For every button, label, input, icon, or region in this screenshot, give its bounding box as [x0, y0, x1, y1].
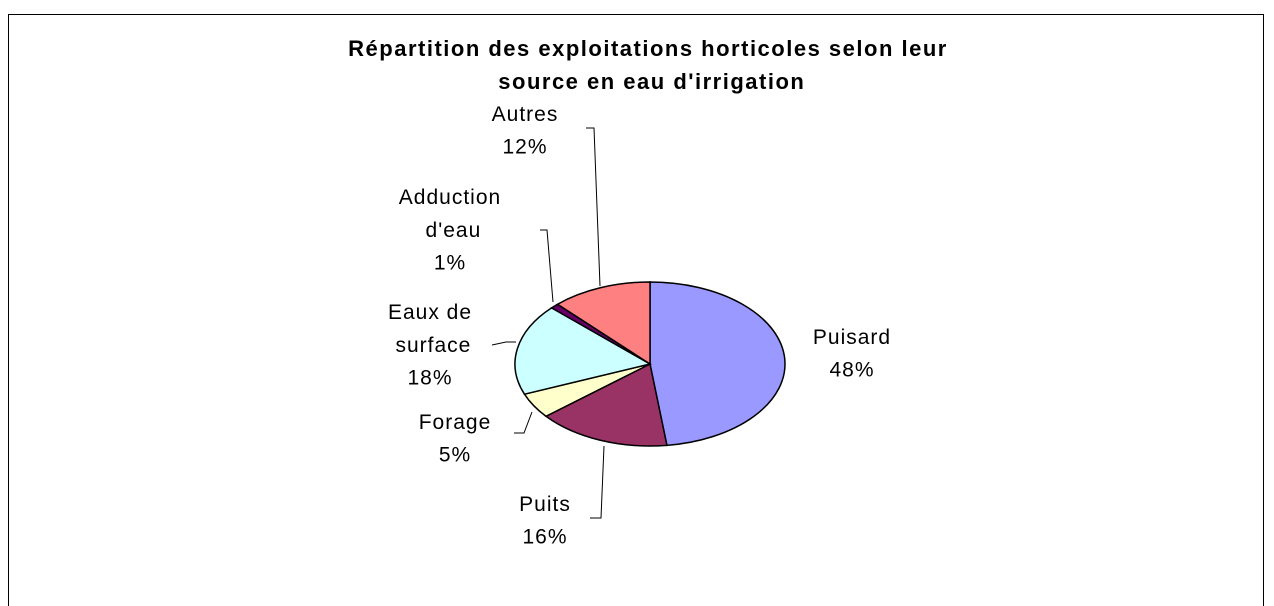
slice-label: Forage — [419, 411, 492, 434]
leader-line — [491, 341, 516, 346]
pie-slice — [649, 281, 786, 447]
leader-line — [540, 229, 554, 303]
slice-value-label: 16% — [522, 526, 567, 549]
leader-lines — [491, 127, 605, 519]
slice-value-label: 48% — [829, 359, 874, 382]
pie-slice — [556, 281, 651, 366]
slice-label: Puits — [519, 493, 571, 516]
pie-slice — [514, 306, 653, 396]
slice-value-label: 1% — [434, 252, 466, 275]
slice-label: Adduction d'eau — [399, 186, 501, 242]
slice-label: Puisard — [813, 326, 891, 349]
leader-line — [586, 127, 601, 287]
slice-value-label: 5% — [439, 444, 471, 467]
leader-line — [590, 445, 605, 519]
slice-value-label: 12% — [502, 136, 547, 159]
chart-title: Répartition des exploitations horticoles… — [348, 36, 948, 94]
pie-slice — [544, 362, 668, 447]
slice-label: Eaux de surface — [388, 301, 472, 357]
leader-line — [514, 411, 533, 434]
slice-value-label: 18% — [407, 367, 452, 390]
slice-label: Autres — [492, 103, 559, 126]
